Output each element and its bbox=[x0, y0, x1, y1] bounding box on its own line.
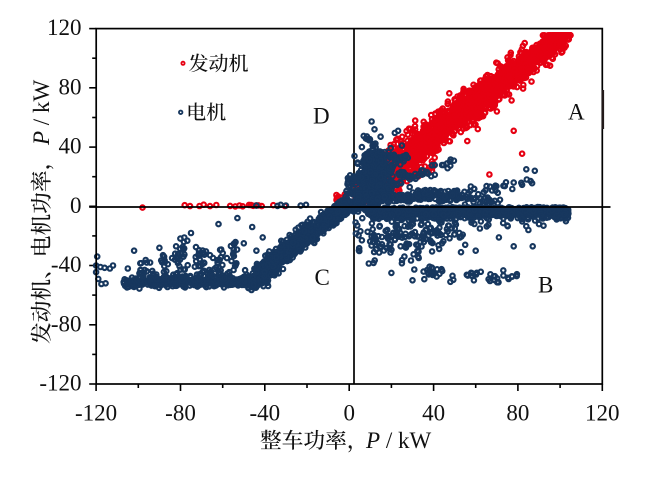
svg-text:A: A bbox=[568, 100, 585, 125]
svg-text:-80: -80 bbox=[51, 311, 82, 336]
svg-text:-120: -120 bbox=[75, 401, 117, 426]
svg-text:0: 0 bbox=[343, 401, 355, 426]
svg-text:-80: -80 bbox=[165, 401, 196, 426]
svg-text:P / kW: P / kW bbox=[365, 428, 431, 453]
svg-text:B: B bbox=[538, 273, 553, 298]
svg-text:80: 80 bbox=[59, 74, 82, 99]
svg-text:-120: -120 bbox=[39, 371, 81, 396]
svg-text:P / kW: P / kW bbox=[29, 80, 54, 146]
svg-text:C: C bbox=[315, 265, 330, 290]
svg-text:-40: -40 bbox=[51, 252, 82, 277]
svg-text:40: 40 bbox=[59, 134, 82, 159]
svg-text:D: D bbox=[313, 104, 330, 129]
svg-text:80: 80 bbox=[506, 401, 529, 426]
svg-text:0: 0 bbox=[70, 193, 82, 218]
svg-text:120: 120 bbox=[585, 401, 620, 426]
svg-text:40: 40 bbox=[422, 401, 445, 426]
svg-text:120: 120 bbox=[47, 15, 82, 40]
svg-text:-40: -40 bbox=[249, 401, 280, 426]
